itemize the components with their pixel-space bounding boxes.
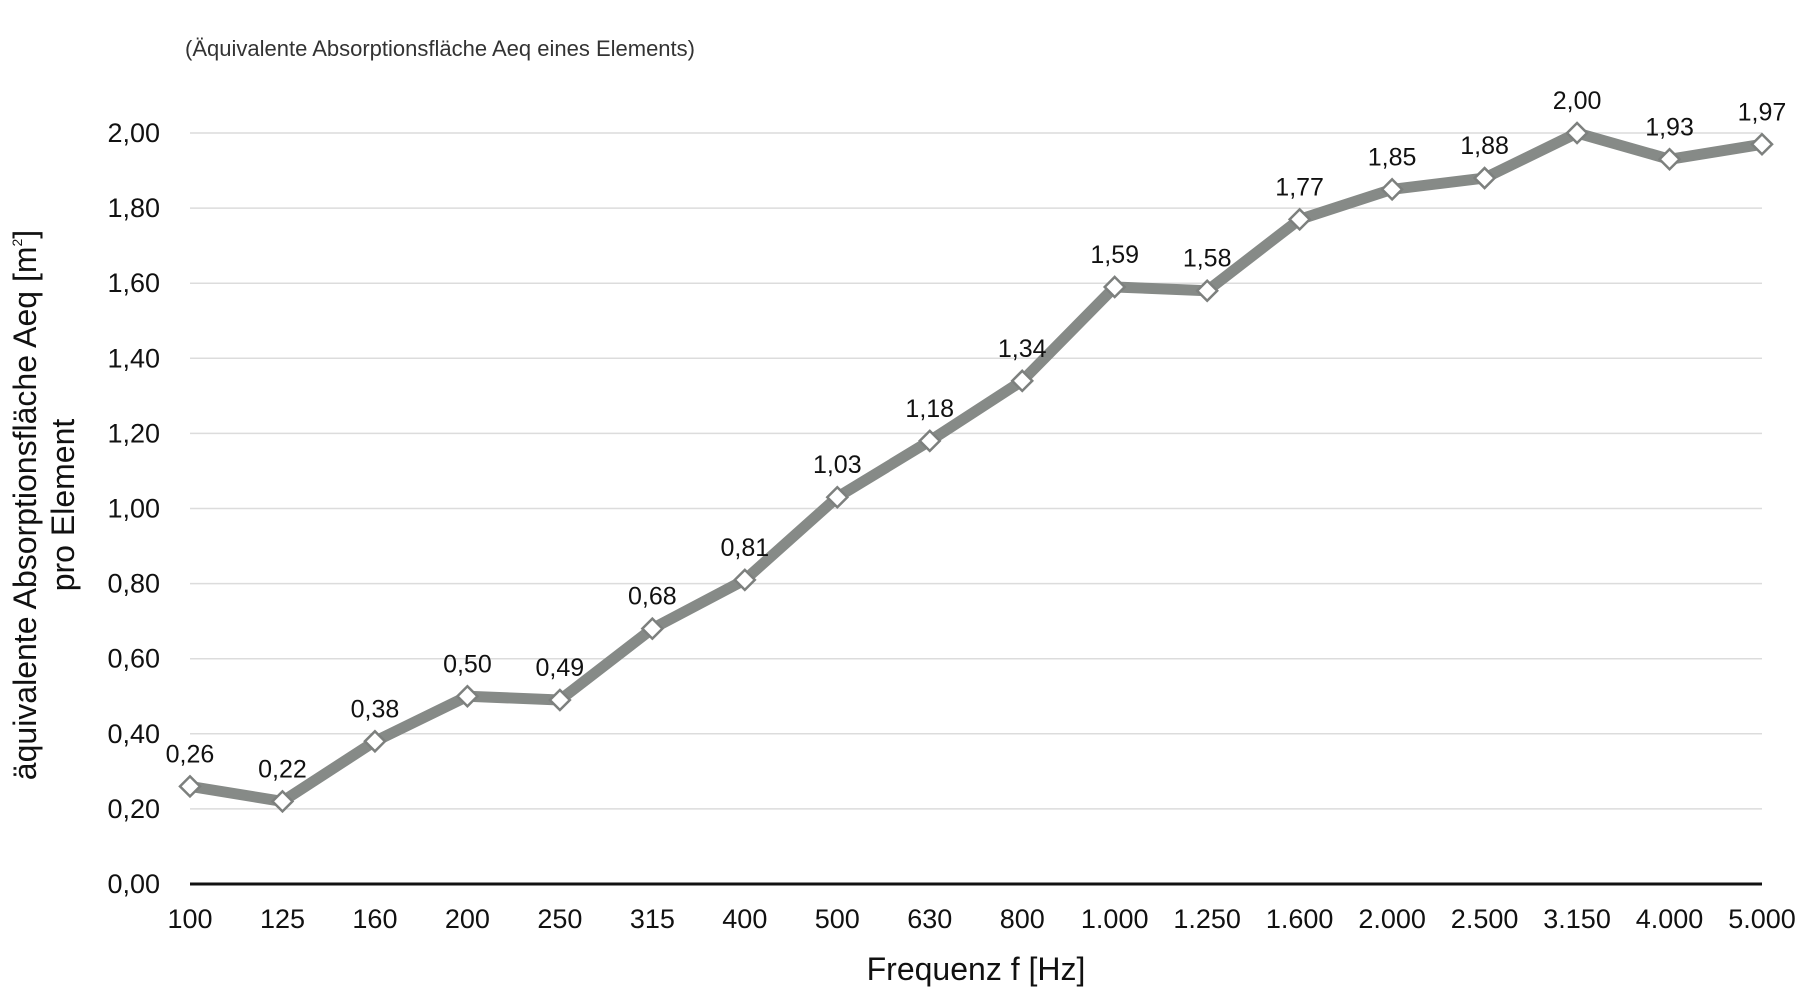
data-point <box>1102 275 1127 299</box>
x-tick-label: 630 <box>907 904 952 934</box>
x-tick-label: 800 <box>1000 904 1045 934</box>
x-tick-label: 1.250 <box>1173 904 1241 934</box>
series-layer <box>184 127 1768 807</box>
x-tick-label: 400 <box>722 904 767 934</box>
x-tick-label: 5.000 <box>1728 904 1796 934</box>
data-point <box>1472 166 1497 190</box>
data-label: 1,03 <box>813 451 862 479</box>
data-label: 0,50 <box>443 650 492 678</box>
x-tick-label: 1.600 <box>1266 904 1334 934</box>
data-point <box>178 774 202 799</box>
data-label: 0,38 <box>351 695 400 723</box>
series-line <box>184 127 1768 807</box>
y-tick-label: 0,00 <box>107 869 160 899</box>
y-tick-label: 1,80 <box>107 193 160 223</box>
y-tick-label: 0,80 <box>107 569 160 599</box>
y-axis-title-main: äquivalente Absorptionsfläche Aeq [m <box>7 247 43 781</box>
y-tick-label: 2,00 <box>107 118 160 148</box>
x-axis-title: Frequenz f [Hz] <box>867 951 1086 987</box>
x-tick-label: 125 <box>260 904 305 934</box>
y-tick-label: 1,40 <box>107 343 160 373</box>
y-axis-title-line2: pro Element <box>45 419 81 592</box>
x-tick-label: 500 <box>815 904 860 934</box>
data-label: 0,49 <box>536 654 585 682</box>
data-label: 0,26 <box>166 740 215 768</box>
data-label: 0,22 <box>258 755 307 783</box>
x-tick-label: 100 <box>167 904 212 934</box>
x-tick-label: 315 <box>630 904 675 934</box>
x-tick-label: 3.150 <box>1543 904 1611 934</box>
x-axis-ticks: 100 125 160 200 250 315 400 500 630 800 1.000 1.250… <box>167 904 1795 934</box>
data-point <box>1750 132 1774 157</box>
x-tick-label: 160 <box>352 904 397 934</box>
y-tick-label: 0,40 <box>107 719 160 749</box>
data-point <box>825 485 850 510</box>
x-tick-label: 200 <box>445 904 490 934</box>
data-labels: 0,26 0,22 0,38 0,50 0,49 0,68 0,81 1,03 1,18 1,34… <box>166 87 1787 783</box>
data-point <box>733 568 757 592</box>
data-point <box>363 729 387 754</box>
x-tick-label: 250 <box>537 904 582 934</box>
data-label: 1,77 <box>1275 173 1324 201</box>
data-point <box>270 789 295 814</box>
data-label: 1,58 <box>1183 245 1232 273</box>
grid-lines <box>190 132 1762 810</box>
y-tick-label: 0,20 <box>107 794 160 824</box>
data-label: 1,18 <box>905 395 954 423</box>
marker-layer <box>178 121 1774 814</box>
data-label: 1,97 <box>1738 98 1787 126</box>
data-label: 0,68 <box>628 583 677 611</box>
y-tick-label: 1,60 <box>107 268 160 298</box>
data-label: 1,85 <box>1368 143 1417 171</box>
data-point <box>548 688 572 712</box>
y-axis-ticks: 0,00 0,20 0,40 0,60 0,80 1,00 1,20 1,40 1,60 1,80… <box>107 118 160 899</box>
data-point <box>455 684 480 709</box>
x-tick-label: 1.000 <box>1081 904 1149 934</box>
y-axis-title-close: ] <box>7 230 43 239</box>
x-tick-label: 4.000 <box>1636 904 1704 934</box>
x-tick-label: 2.000 <box>1358 904 1426 934</box>
data-label: 1,59 <box>1090 241 1139 269</box>
data-point <box>1287 207 1312 232</box>
data-point <box>640 616 665 641</box>
data-point <box>1565 121 1589 145</box>
chart-subtitle: (Äquivalente Absorptionsfläche Aeq eines… <box>185 36 695 61</box>
y-tick-label: 0,60 <box>107 644 160 674</box>
x-tick-label: 2.500 <box>1451 904 1519 934</box>
y-tick-label: 1,20 <box>107 418 160 448</box>
y-axis-title: äquivalente Absorptionsfläche Aeq [m2] <box>7 230 43 780</box>
data-label: 1,93 <box>1645 113 1694 141</box>
data-label: 1,34 <box>998 335 1047 363</box>
data-point <box>917 429 942 453</box>
data-point <box>1010 369 1035 393</box>
y-tick-label: 1,00 <box>107 494 160 524</box>
data-point <box>1380 177 1404 202</box>
y-axis-title-superscript: 2 <box>9 239 25 247</box>
data-label: 0,81 <box>720 534 769 562</box>
data-label: 2,00 <box>1553 87 1602 115</box>
data-point <box>1195 278 1219 303</box>
data-label: 1,88 <box>1460 132 1509 160</box>
data-point <box>1657 147 1682 172</box>
